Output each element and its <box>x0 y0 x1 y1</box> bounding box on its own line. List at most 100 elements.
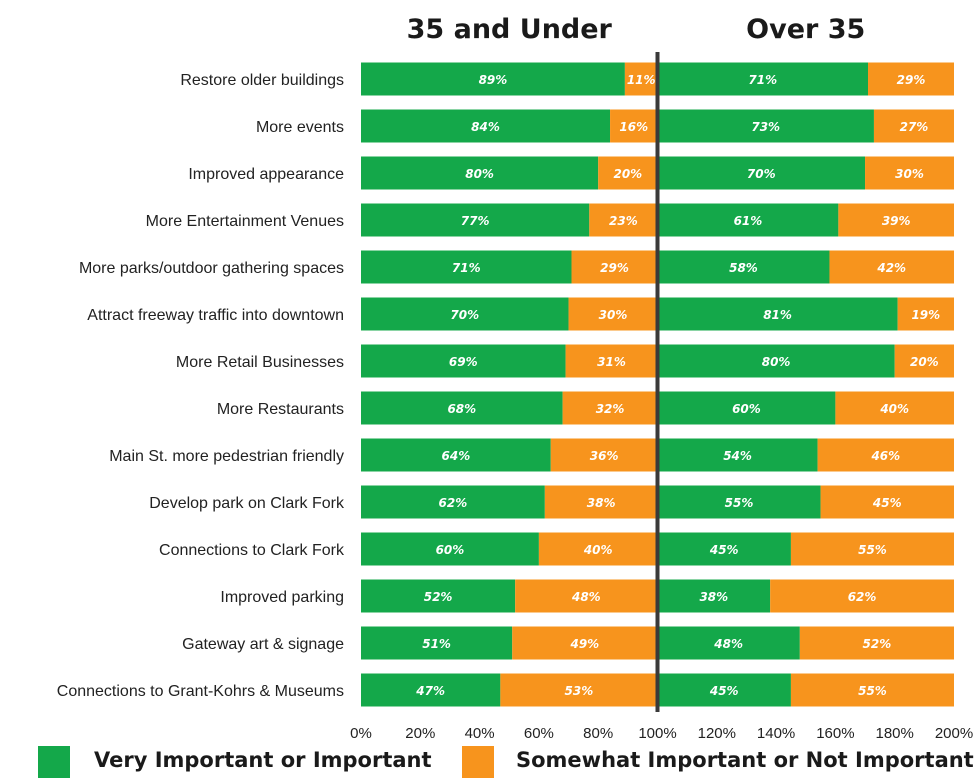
data-label: 71% <box>452 261 481 275</box>
bar-segment <box>829 250 954 284</box>
bar-segment <box>500 673 658 707</box>
bar-segment <box>897 297 954 331</box>
data-label: 69% <box>449 355 478 369</box>
bar-segment <box>361 156 599 190</box>
bar-segment <box>657 344 895 378</box>
category-label: Improved parking <box>220 589 344 606</box>
data-label: 71% <box>748 73 777 87</box>
data-label: 48% <box>571 590 601 604</box>
data-label: 70% <box>450 308 479 322</box>
bar-segment <box>657 250 830 284</box>
category-label: Connections to Clark Fork <box>159 542 345 559</box>
category-label: More parks/outdoor gathering spaces <box>79 260 344 277</box>
data-label: 62% <box>439 496 468 510</box>
data-label: 55% <box>858 684 887 698</box>
category-label: Develop park on Clark Fork <box>149 495 345 512</box>
bar-segment <box>589 203 658 237</box>
data-label: 77% <box>461 214 490 228</box>
bar-segment <box>562 391 658 425</box>
data-label: 60% <box>436 543 465 557</box>
data-label: 45% <box>872 496 902 510</box>
data-label: 29% <box>600 261 629 275</box>
bar-segment <box>657 156 866 190</box>
data-label: 42% <box>876 261 906 275</box>
x-tick-label: 140% <box>757 725 795 740</box>
data-label: 73% <box>751 120 780 134</box>
data-label: 11% <box>627 73 656 87</box>
category-label: More Restaurants <box>217 401 344 418</box>
data-label: 89% <box>479 73 508 87</box>
data-label: 45% <box>709 543 739 557</box>
bar-segment <box>657 203 839 237</box>
bar-segment <box>770 579 954 613</box>
bar-segment <box>568 297 658 331</box>
bar-segment <box>657 297 898 331</box>
bar-segment <box>361 109 611 143</box>
x-tick-label: 100% <box>638 725 676 740</box>
bar-segment <box>657 485 821 519</box>
data-label: 68% <box>447 402 476 416</box>
data-label: 55% <box>858 543 887 557</box>
bar-segment <box>865 156 954 190</box>
bar-segment <box>610 109 658 143</box>
bar-segment <box>624 62 658 96</box>
x-tick-label: 180% <box>876 725 914 740</box>
data-label: 61% <box>734 214 763 228</box>
category-label: Main St. more pedestrian friendly <box>109 448 344 465</box>
bar-segment <box>790 532 954 566</box>
bar-segment <box>657 626 800 660</box>
category-label: Improved appearance <box>188 166 344 183</box>
data-label: 29% <box>897 73 926 87</box>
bar-segment <box>571 250 658 284</box>
legend-label-primary: Very Important or Important <box>94 748 432 772</box>
data-label: 52% <box>424 590 453 604</box>
data-label: 40% <box>879 402 909 416</box>
data-label: 49% <box>569 637 599 651</box>
data-label: 64% <box>442 449 471 463</box>
data-label: 27% <box>900 120 929 134</box>
data-label: 53% <box>565 684 594 698</box>
bar-segment <box>894 344 954 378</box>
bar-segment <box>657 579 771 613</box>
x-tick-label: 0% <box>350 725 372 740</box>
bar-segment <box>361 203 590 237</box>
legend-swatch-secondary <box>462 746 494 778</box>
x-tick-label: 200% <box>935 725 973 740</box>
data-label: 54% <box>723 449 752 463</box>
bar-segment <box>657 62 869 96</box>
bar-segment <box>873 109 954 143</box>
bar-segment <box>657 391 836 425</box>
group-title-1: Over 35 <box>746 14 865 45</box>
data-label: 38% <box>587 496 616 510</box>
x-tick-label: 40% <box>465 725 495 740</box>
bar-segment <box>657 532 791 566</box>
x-tick-label: 80% <box>583 725 613 740</box>
bar-segment <box>361 579 516 613</box>
category-label: Attract freeway traffic into downtown <box>87 307 344 324</box>
bar-segment <box>515 579 658 613</box>
bar-segment <box>361 297 569 331</box>
data-label: 23% <box>609 214 638 228</box>
data-label: 16% <box>619 120 648 134</box>
bar-segment <box>544 485 658 519</box>
data-label: 51% <box>422 637 451 651</box>
bar-segment <box>550 438 658 472</box>
bar-segment <box>361 438 551 472</box>
category-label: More Entertainment Venues <box>146 213 344 230</box>
bar-segment <box>657 438 818 472</box>
category-label: Gateway art & signage <box>182 636 344 653</box>
data-label: 38% <box>699 590 728 604</box>
bar-segment <box>361 250 572 284</box>
data-label: 40% <box>583 543 613 557</box>
bar-segment <box>820 485 954 519</box>
data-label: 47% <box>415 684 445 698</box>
bar-segment <box>361 673 501 707</box>
data-label: 58% <box>729 261 758 275</box>
data-label: 20% <box>910 355 939 369</box>
bar-segment <box>835 391 954 425</box>
data-label: 36% <box>590 449 619 463</box>
stacked-bar-chart: 35 and Under Over 35 Restore older buildin… <box>57 14 973 742</box>
bar-segment <box>361 391 563 425</box>
legend-label-secondary: Somewhat Important or Not Important <box>516 748 974 772</box>
